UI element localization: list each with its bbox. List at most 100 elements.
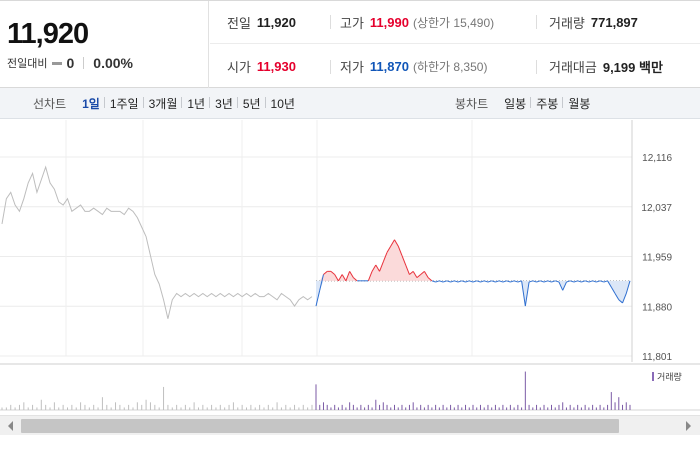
period-1d[interactable]: 1일 [82,97,100,111]
today-line-segment [345,271,351,282]
today-line-segment [457,280,462,283]
stats-table: 전일 11,920 고가 11,990 (상한가 15,490) 거래량 771… [210,1,700,88]
today-line-segment [401,255,407,266]
today-line-segment [315,290,321,307]
flat-change-icon [52,61,63,65]
today-line-segment [390,239,395,247]
candle-chart-title: 봉차트 [455,97,489,111]
period-1w[interactable]: 1주일 [103,95,144,112]
today-line-segment [547,280,552,283]
today-line-segment [599,280,604,283]
period-3m[interactable]: 3개월 [142,95,183,112]
high-value: 11,990 [369,14,409,30]
volume-legend-swatch [652,372,654,381]
current-price: 11,920 [7,18,89,50]
today-line-segment [607,280,612,288]
today-line-segment [409,270,414,275]
period-3y[interactable]: 3년 [209,95,238,112]
today-line-segment [334,274,339,282]
today-line-segment [558,281,564,291]
below-reference-fill [316,280,630,307]
today-line-segment [596,280,601,283]
volume-legend-label: 거래량 [657,372,682,382]
candle-weekly[interactable]: 주봉 [530,95,563,112]
today-line-segment [375,264,380,272]
today-line-segment [371,264,377,272]
above-reference-fill [316,239,630,281]
today-line-segment [614,293,620,301]
today-line-segment [423,271,429,278]
today-line-segment [386,245,392,253]
today-line-segment [573,280,578,283]
candle-daily[interactable]: 일봉 [504,97,527,111]
stats-row-1: 전일 11,920 고가 11,990 (상한가 15,490) 거래량 771… [210,1,700,44]
today-line-segment [551,280,556,283]
today-line-segment [555,280,560,283]
today-line-segment [319,274,324,291]
today-line-segment [337,274,343,282]
open-value: 11,930 [256,59,296,74]
chart-toolbar: 선차트 1일 1주일 3개월 1년 3년 5년 10년 봉차트 일봉 주봉 월봉 [0,88,700,119]
y-tick-label: 12,037 [641,203,672,214]
today-line-segment [353,277,358,282]
today-line-segment [323,270,328,275]
today-line-segment [405,264,410,275]
today-line-segment [484,280,489,283]
period-5y[interactable]: 5년 [236,95,266,112]
period-10y[interactable]: 10년 [264,95,300,112]
today-line-segment [570,280,575,283]
stock-summary: 11,920 전일대비 0 0.00% 전일 11,920 고가 11,990 … [0,0,700,88]
high-label: 고가 [340,15,364,31]
price-box: 11,920 전일대비 0 0.00% [0,1,209,88]
horizontal-scrollbar[interactable] [0,415,700,435]
today-line-segment [499,280,504,283]
today-line-segment [491,280,496,283]
open-cell: 시가 11,930 [227,45,296,88]
today-line-segment [431,280,436,283]
scroll-thumb[interactable] [21,419,619,433]
today-line-segment [480,280,485,283]
today-line-segment [603,280,608,283]
volume-legend: 거래량 [652,370,682,383]
change-label: 전일대비 [7,58,48,70]
y-tick-label: 11,880 [642,302,672,313]
period-1y[interactable]: 1년 [181,95,210,112]
volume-cell: 거래량 771,897 [536,15,638,31]
line-chart-periods: 선차트 1일 1주일 3개월 1년 3년 5년 10년 [33,88,300,119]
scroll-left-icon[interactable] [8,421,13,431]
today-line-segment [349,271,354,278]
today-line-segment [543,280,548,283]
today-line-segment [427,277,433,282]
candle-chart-periods: 봉차트 일봉 주봉 월봉 [455,88,595,119]
change-divider [83,57,85,69]
today-line-segment [495,280,500,283]
today-line-segment [524,282,530,307]
today-line-segment [435,280,440,283]
today-line-segment [521,280,526,307]
today-line-segment [476,280,481,283]
today-line-segment [532,280,537,283]
today-line-segment [562,281,567,291]
today-line-segment [581,280,586,283]
stats-row-2: 시가 11,930 저가 11,870 (하한가 8,350) 거래대금 9,1… [210,45,700,88]
today-line-segment [577,280,582,283]
y-tick-label: 11,801 [642,352,672,363]
low-value: 11,870 [369,59,409,74]
today-line-segment [528,280,533,283]
price-chart[interactable]: 12,116 12,037 11,959 11,880 11,801 거래량 [0,120,700,415]
today-line-segment [517,280,522,283]
scroll-right-icon[interactable] [686,421,691,431]
today-line-segment [446,280,451,283]
trade-value-cell: 거래대금 9,199 백만 [536,59,663,75]
today-line-segment [566,280,571,283]
candle-monthly[interactable]: 월봉 [562,95,595,112]
prev-close-cell: 전일 11,920 [227,1,296,43]
today-line-segment [454,280,459,283]
today-line-segment [513,280,519,283]
today-line-segment [622,293,627,304]
today-line-segment [510,280,515,283]
today-line-segment [592,280,597,283]
previous-day-line [1,165,313,319]
prev-close-value: 11,920 [256,14,296,30]
today-line-segment [469,280,474,283]
